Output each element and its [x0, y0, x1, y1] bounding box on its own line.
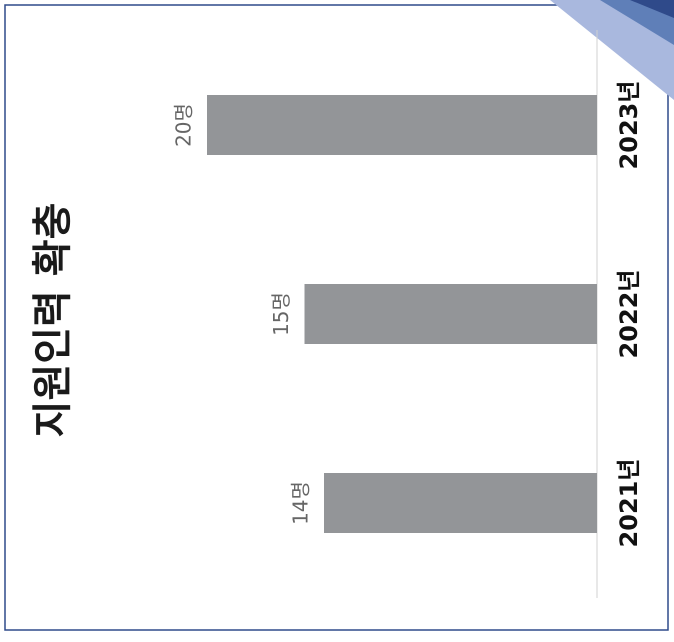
bar	[324, 473, 597, 533]
value-label: 15명	[269, 292, 293, 336]
category-label: 2021년	[615, 459, 643, 548]
bar	[207, 95, 597, 155]
bar	[304, 284, 597, 344]
chart-title: 지원인력 확충	[30, 203, 76, 438]
corner-decoration	[630, 0, 674, 18]
value-label: 14명	[289, 481, 313, 525]
category-label: 2023년	[615, 81, 643, 170]
category-label: 2022년	[615, 270, 643, 359]
corner-decoration	[600, 0, 674, 45]
value-label: 20명	[172, 103, 196, 147]
